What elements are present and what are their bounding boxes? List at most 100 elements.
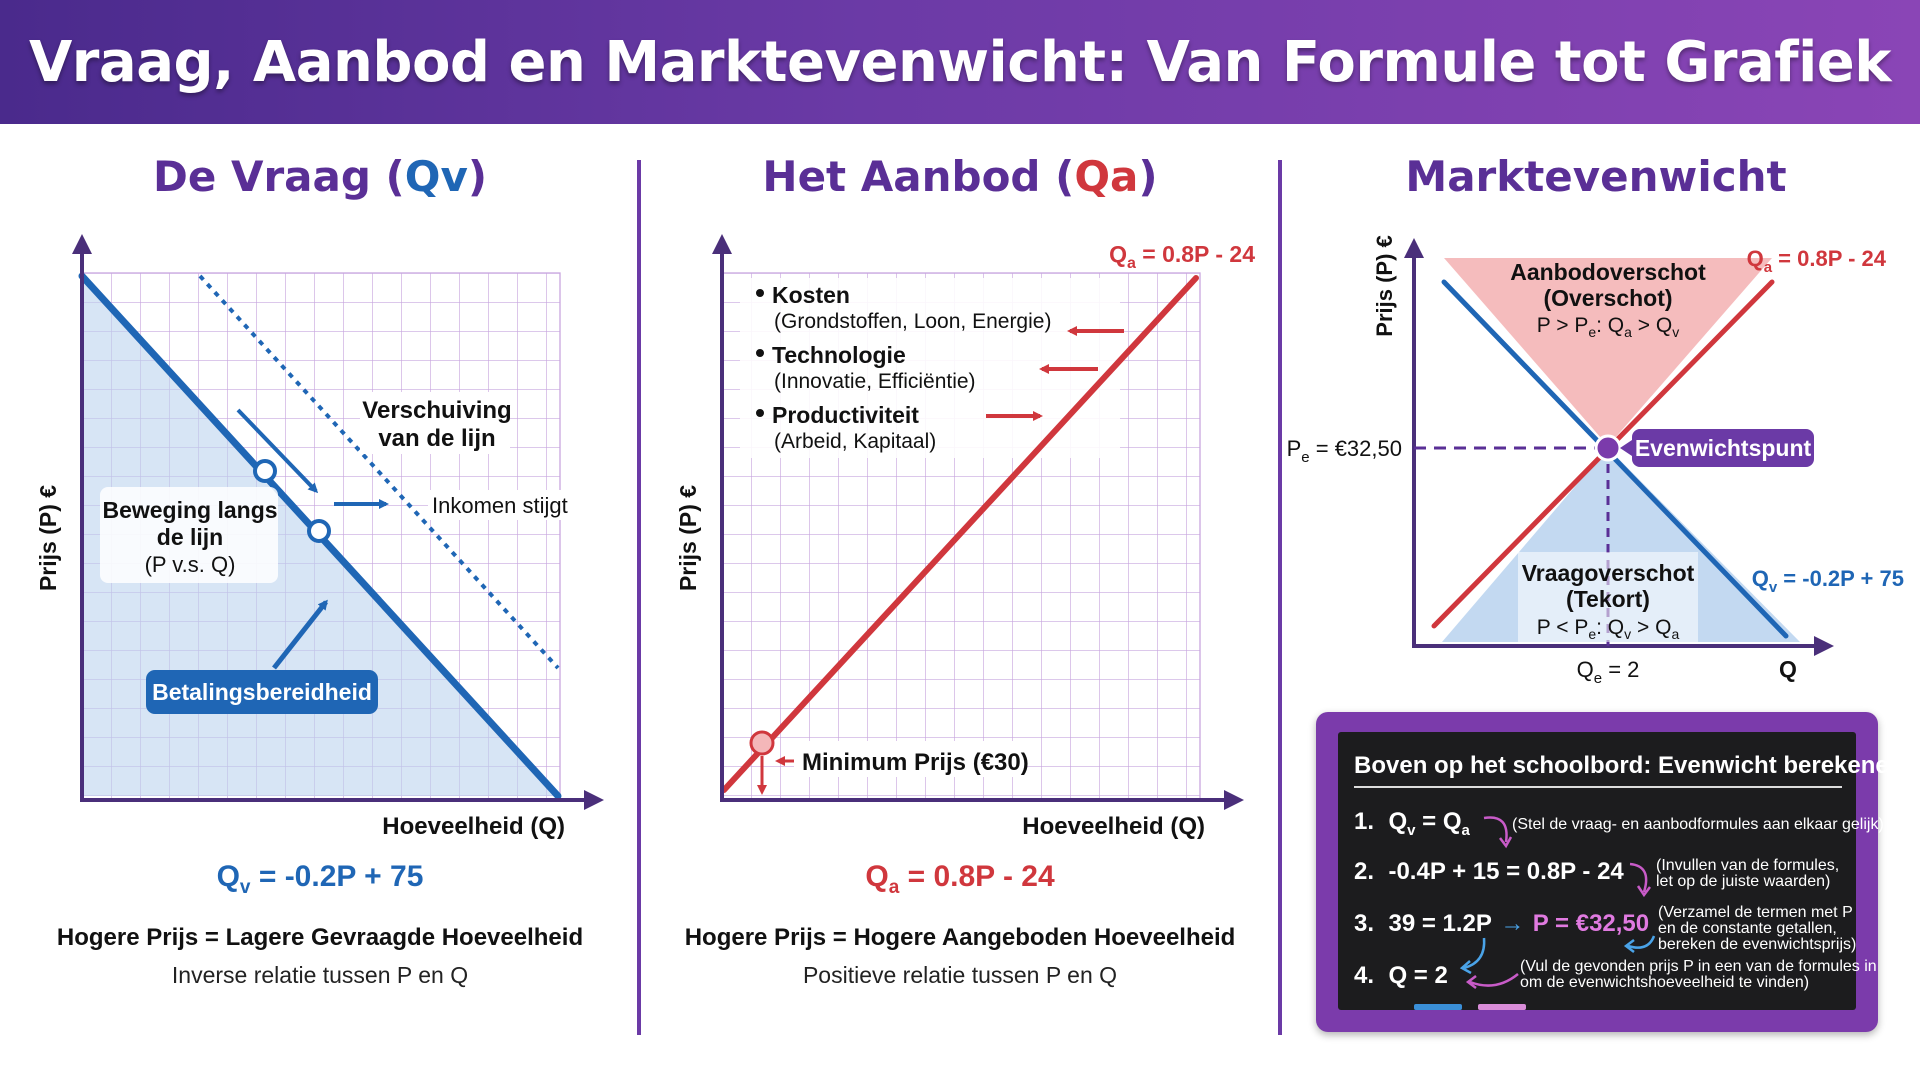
chalkboard-title-underline [1354, 786, 1842, 788]
movement-arrow-down [236, 408, 319, 494]
equilibrium-demand-label: Qv = -0.2P + 75 [1752, 566, 1904, 596]
board-step-3: 3. 39 = 1.2P → P = €32,50 [1354, 910, 1649, 938]
equilibrium-panel-title: Marktevenwicht [1405, 152, 1787, 201]
blue-chalk [1414, 1004, 1462, 1010]
demand-x-axis-arrow [584, 790, 604, 810]
surplus-area [1444, 258, 1772, 446]
demand-summary-line2: Inverse relatie tussen P en Q [171, 962, 469, 988]
step-3-arrow: → [1500, 910, 1525, 937]
surplus-label-line1: Aanbodoverschot [1510, 259, 1706, 285]
supply-panel-title: Het Aanbod (Qa) [700, 152, 1220, 201]
min-price-label-bg [794, 741, 1024, 777]
demand-summary-line1: Hogere Prijs = Lagere Gevraagde Hoeveelh… [56, 924, 584, 951]
movement-label-line2: de lijn [157, 524, 223, 550]
equilibrium-chart: Evenwichtspunt Aanbodoverschot (Overscho… [1287, 235, 1904, 687]
step-3-expression: 39 = 1.2P [1388, 910, 1492, 937]
min-price-point [749, 730, 775, 756]
step-4-number: 4. [1354, 962, 1375, 989]
demand-y-axis-arrow [72, 234, 92, 254]
supply-title-text: Het Aanbod ( [762, 152, 1075, 201]
supply-chart: Kosten (Grondstoffen, Loon, Energie) Tec… [675, 234, 1255, 840]
demand-formula: Qv = -0.2P + 75 [216, 860, 424, 898]
factor-detail-1: (Grondstoffen, Loon, Energie) [774, 310, 1051, 333]
supply-summary-line2: Positieve relatie tussen P en Q [802, 962, 1118, 988]
step-1-note-1: (Stel de vraag- en aanbodformules aan el… [1512, 816, 1884, 833]
equilibrium-point-badge [1632, 429, 1814, 467]
factor-name-3: Productiviteit [772, 402, 919, 428]
movement-label-line3: (P v.s. Q) [145, 552, 236, 577]
factor-name-2: Technologie [772, 342, 906, 368]
title-banner: Vraag, Aanbod en Marktevenwicht: Van For… [0, 0, 1920, 124]
supply-x-axis-arrow [1224, 790, 1244, 810]
supply-title-suffix: ) [1138, 152, 1158, 201]
step-4-note-2: om de evenwichtshoeveelheid te vinden) [1520, 974, 1810, 991]
step-3-curl-arrow [1459, 937, 1486, 974]
step-3-return-arrow [1623, 935, 1656, 953]
step-3-note-3: bereken de evenwichtsprijs) [1658, 936, 1857, 953]
shift-label-line1: Verschuiving [362, 397, 511, 424]
demand-title-text: De Vraag ( [152, 152, 405, 201]
demand-title-symbol: Qv [404, 152, 468, 201]
wtp-label: Betalingsbereidheid [152, 679, 372, 705]
surplus-label-line2: (Overschot) [1543, 285, 1672, 311]
supply-x-label: Hoeveelheid (Q) [1022, 813, 1205, 840]
step-2-note-1: (Invullen van de formules, [1656, 857, 1840, 874]
equilibrium-y-label: Prijs (P) € [1372, 235, 1397, 336]
wtp-arrow [272, 599, 328, 670]
factor-detail-3: (Arbeid, Kapitaal) [774, 430, 936, 453]
equilibrium-point [1594, 434, 1622, 462]
panel-divider-right [1278, 160, 1282, 1035]
factor-detail-2: (Innovatie, Efficiëntie) [774, 370, 976, 393]
panel-divider-left [637, 160, 641, 1035]
qe-label: Qe = 2 [1577, 657, 1640, 687]
surplus-label-line3: P > Pe: Qa > Qv [1537, 314, 1679, 340]
supply-line [721, 275, 1199, 793]
movement-label-line1: Beweging langs [102, 497, 277, 523]
pink-chalk [1478, 1004, 1526, 1010]
board-step-2: 2. -0.4P + 15 = 0.8P - 24 [1354, 858, 1624, 886]
equilibrium-supply-label: Qa = 0.8P - 24 [1747, 246, 1887, 276]
income-label: Inkomen stijgt [432, 493, 568, 518]
supply-line-label: Qa = 0.8P - 24 [1109, 241, 1255, 272]
shift-label-bg [360, 392, 510, 454]
step-3-note-1: (Verzamel de termen met P [1658, 904, 1853, 921]
chalkboard-title: Boven op het schoolbord: Evenwicht berek… [1354, 752, 1904, 779]
step-1-curl-arrow [1483, 816, 1513, 849]
demand-chart: Beweging langs de lijn (P v.s. Q) Versch… [35, 234, 604, 840]
min-price-label: Minimum Prijs (€30) [802, 749, 1029, 776]
page-title: Vraag, Aanbod en Marktevenwicht: Van For… [28, 29, 1892, 95]
factor-name-1: Kosten [772, 282, 850, 308]
equilibrium-point-label: Evenwichtspunt [1635, 435, 1812, 461]
step-2-expression: -0.4P + 15 = 0.8P - 24 [1388, 858, 1624, 885]
equilibrium-badge-pointer [1620, 440, 1632, 456]
shortage-label-bg [1518, 552, 1698, 642]
supply-y-label: Prijs (P) € [675, 485, 701, 591]
supply-formula: Qa = 0.8P - 24 [865, 860, 1055, 898]
chalkboard: Boven op het schoolbord: Evenwicht berek… [1316, 712, 1903, 1032]
demand-x-label: Hoeveelheid (Q) [382, 813, 565, 840]
supply-y-axis-arrow [712, 234, 732, 254]
step-4-expression: Q = 2 [1388, 962, 1448, 989]
equilibrium-y-axis-arrow [1404, 238, 1424, 258]
demand-title-suffix: ) [467, 152, 488, 201]
step-4-curl-arrow [1465, 973, 1519, 989]
equilibrium-x-axis-arrow [1814, 636, 1834, 656]
supply-summary-line1: Hogere Prijs = Hogere Aangeboden Hoeveel… [684, 924, 1236, 951]
income-label-bg [428, 490, 568, 520]
movement-point-b [307, 519, 331, 543]
equilibrium-x-label: Q [1779, 656, 1797, 682]
step-2-number: 2. [1354, 858, 1375, 885]
movement-point-a [253, 459, 277, 483]
demand-y-label: Prijs (P) € [35, 485, 61, 591]
board-step-1: 1. Qv = Qa [1354, 808, 1470, 839]
demand-shift-line [198, 274, 560, 670]
shortage-label-line2: (Tekort) [1566, 586, 1650, 612]
chalkboard-surface: Boven op het schoolbord: Evenwicht berek… [1338, 732, 1903, 1010]
step-2-note-2: let op de juiste waarden) [1656, 873, 1831, 890]
board-step-4: 4. Q = 2 [1354, 962, 1448, 990]
demand-panel-title: De Vraag (Qv) [60, 152, 580, 201]
movement-label-bg [100, 487, 278, 583]
supply-title-symbol: Qa [1074, 152, 1139, 201]
factor-bullet-1 [756, 289, 764, 297]
step-3-number: 3. [1354, 910, 1375, 937]
